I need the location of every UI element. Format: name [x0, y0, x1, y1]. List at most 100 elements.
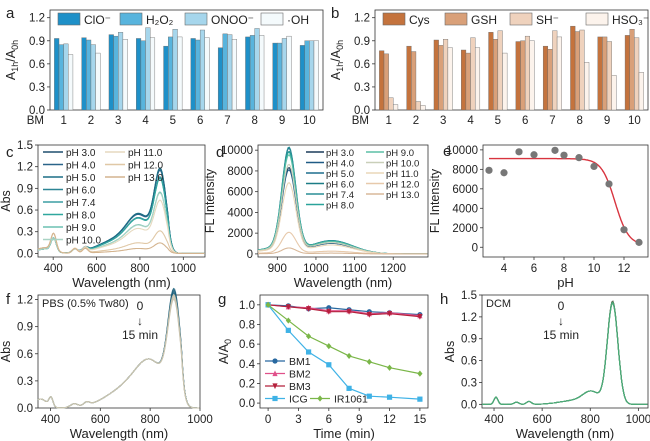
- legend-label: BM2: [289, 369, 311, 381]
- x-tick-label: 800: [130, 263, 149, 275]
- plot-frame: [482, 144, 649, 258]
- bar: [195, 39, 201, 111]
- bar: [118, 32, 124, 111]
- bar: [204, 37, 210, 111]
- panel-label: g: [218, 291, 226, 308]
- y-tick-label: 0.9: [29, 36, 45, 48]
- x-tick-label: 1000: [303, 263, 329, 275]
- data-point: [551, 146, 559, 154]
- legend-label: pH 12.0: [128, 161, 163, 172]
- x-axis-prefix: BM: [352, 115, 369, 127]
- legend-label: ClO⁻: [84, 13, 111, 27]
- data-point: [635, 238, 643, 246]
- marker-square: [366, 393, 372, 399]
- x-tick-label: 3: [115, 115, 121, 127]
- x-tick-label: 2: [413, 115, 419, 127]
- x-axis-label: Wavelength (nm): [70, 426, 169, 441]
- x-tick-label: 9: [279, 115, 285, 127]
- bar: [383, 53, 389, 111]
- y-tick-label: 1.5: [461, 290, 477, 302]
- marker-triangle-down: [417, 314, 423, 320]
- marker-diamond: [386, 364, 393, 371]
- data-point: [530, 151, 538, 159]
- legend-label: pH 13.0: [386, 190, 419, 201]
- bar: [556, 36, 562, 111]
- panel-d: d 0 2000 4000 6000 8000 10000 900 1000 1100 1200 FL…: [203, 144, 429, 290]
- y-tick-label: 0.0: [461, 399, 477, 411]
- x-axis-label: pH: [557, 275, 574, 290]
- bar: [597, 36, 603, 111]
- x-tick-label: 6: [326, 414, 332, 426]
- legend-label: pH 10.0: [66, 236, 101, 247]
- legend-label: BM1: [289, 356, 311, 368]
- bar: [502, 52, 508, 111]
- x-tick-label: 3: [295, 414, 301, 426]
- bar: [309, 40, 315, 111]
- fit-curve: [489, 157, 639, 244]
- y-tick-label: 0.0: [17, 248, 33, 260]
- bar: [122, 39, 128, 111]
- bar: [245, 36, 251, 111]
- legend-label: pH 6.0: [326, 180, 354, 191]
- bar: [388, 97, 394, 111]
- legend-label: BM3: [289, 381, 311, 393]
- y-tick-label: 0.6: [239, 339, 255, 351]
- bar: [515, 41, 521, 111]
- marker-triangle-up: [272, 370, 278, 377]
- bar: [638, 72, 644, 111]
- legend-label: pH 8.0: [66, 211, 96, 222]
- y-tick-label: 0.3: [17, 227, 33, 239]
- spectrum-line: [37, 296, 200, 409]
- marker-circle: [272, 358, 278, 364]
- legend-label: ICG: [289, 394, 308, 406]
- x-tick-label: 4: [467, 115, 474, 127]
- bar: [81, 37, 87, 111]
- y-tick-label: 1.2: [17, 162, 33, 174]
- solvent-annotation: DCM: [486, 298, 511, 310]
- plot-frame: [481, 294, 649, 409]
- marker-triangle-down: [366, 312, 372, 318]
- y-tick-label: 10000: [221, 145, 253, 157]
- legend-label: pH 13.0: [128, 173, 163, 184]
- x-axis-label: Wavelength (nm): [72, 275, 171, 290]
- legend-label: pH 9.0: [386, 148, 414, 159]
- time-start-label: 0: [137, 299, 144, 313]
- time-end-label: 15 min: [122, 328, 158, 342]
- series-line: [267, 304, 420, 400]
- x-tick-label: 800: [141, 414, 160, 426]
- panel-e: e 0 2000 4000 6000 8000 10000 4 6 8 10 12 FL Intensi…: [428, 143, 649, 290]
- plot-frame: [259, 294, 429, 409]
- bar: [524, 35, 530, 111]
- time-arrow: ↓: [558, 314, 564, 328]
- x-tick-label: 600: [91, 414, 110, 426]
- legend-label: pH 7.4: [66, 198, 96, 209]
- bar: [379, 50, 385, 111]
- time-end-label: 15 min: [543, 328, 579, 342]
- y-tick-label: 8000: [452, 164, 478, 176]
- marker-diamond: [285, 317, 291, 324]
- y-axis-label: FL Intensity: [203, 168, 217, 233]
- bar: [629, 29, 635, 111]
- panel-label: h: [440, 291, 448, 308]
- bar: [584, 62, 590, 111]
- legend-label: GSH: [471, 13, 497, 27]
- legend-label: ONOO⁻: [211, 13, 254, 27]
- x-tick-label: 900: [268, 263, 287, 275]
- y-tick-label: 1.0: [239, 300, 255, 312]
- y-tick-label: 0: [472, 242, 478, 254]
- spectrum-line: [37, 292, 200, 409]
- bar: [95, 52, 101, 111]
- y-tick-label: 4000: [227, 207, 253, 219]
- x-tick-label: 600: [533, 414, 552, 426]
- legend-label: pH 5.0: [326, 169, 354, 180]
- y-axis-label: FL Intensity: [428, 168, 442, 233]
- x-tick-label: 10: [588, 263, 601, 275]
- legend-label: pH 3.0: [66, 148, 96, 159]
- marker-square: [346, 385, 352, 391]
- data-point: [575, 154, 583, 162]
- bar: [520, 40, 526, 111]
- legend-label: pH 7.4: [326, 190, 354, 201]
- plot-frame: [374, 9, 649, 111]
- bar: [168, 36, 174, 111]
- x-tick-label: 7: [549, 115, 555, 127]
